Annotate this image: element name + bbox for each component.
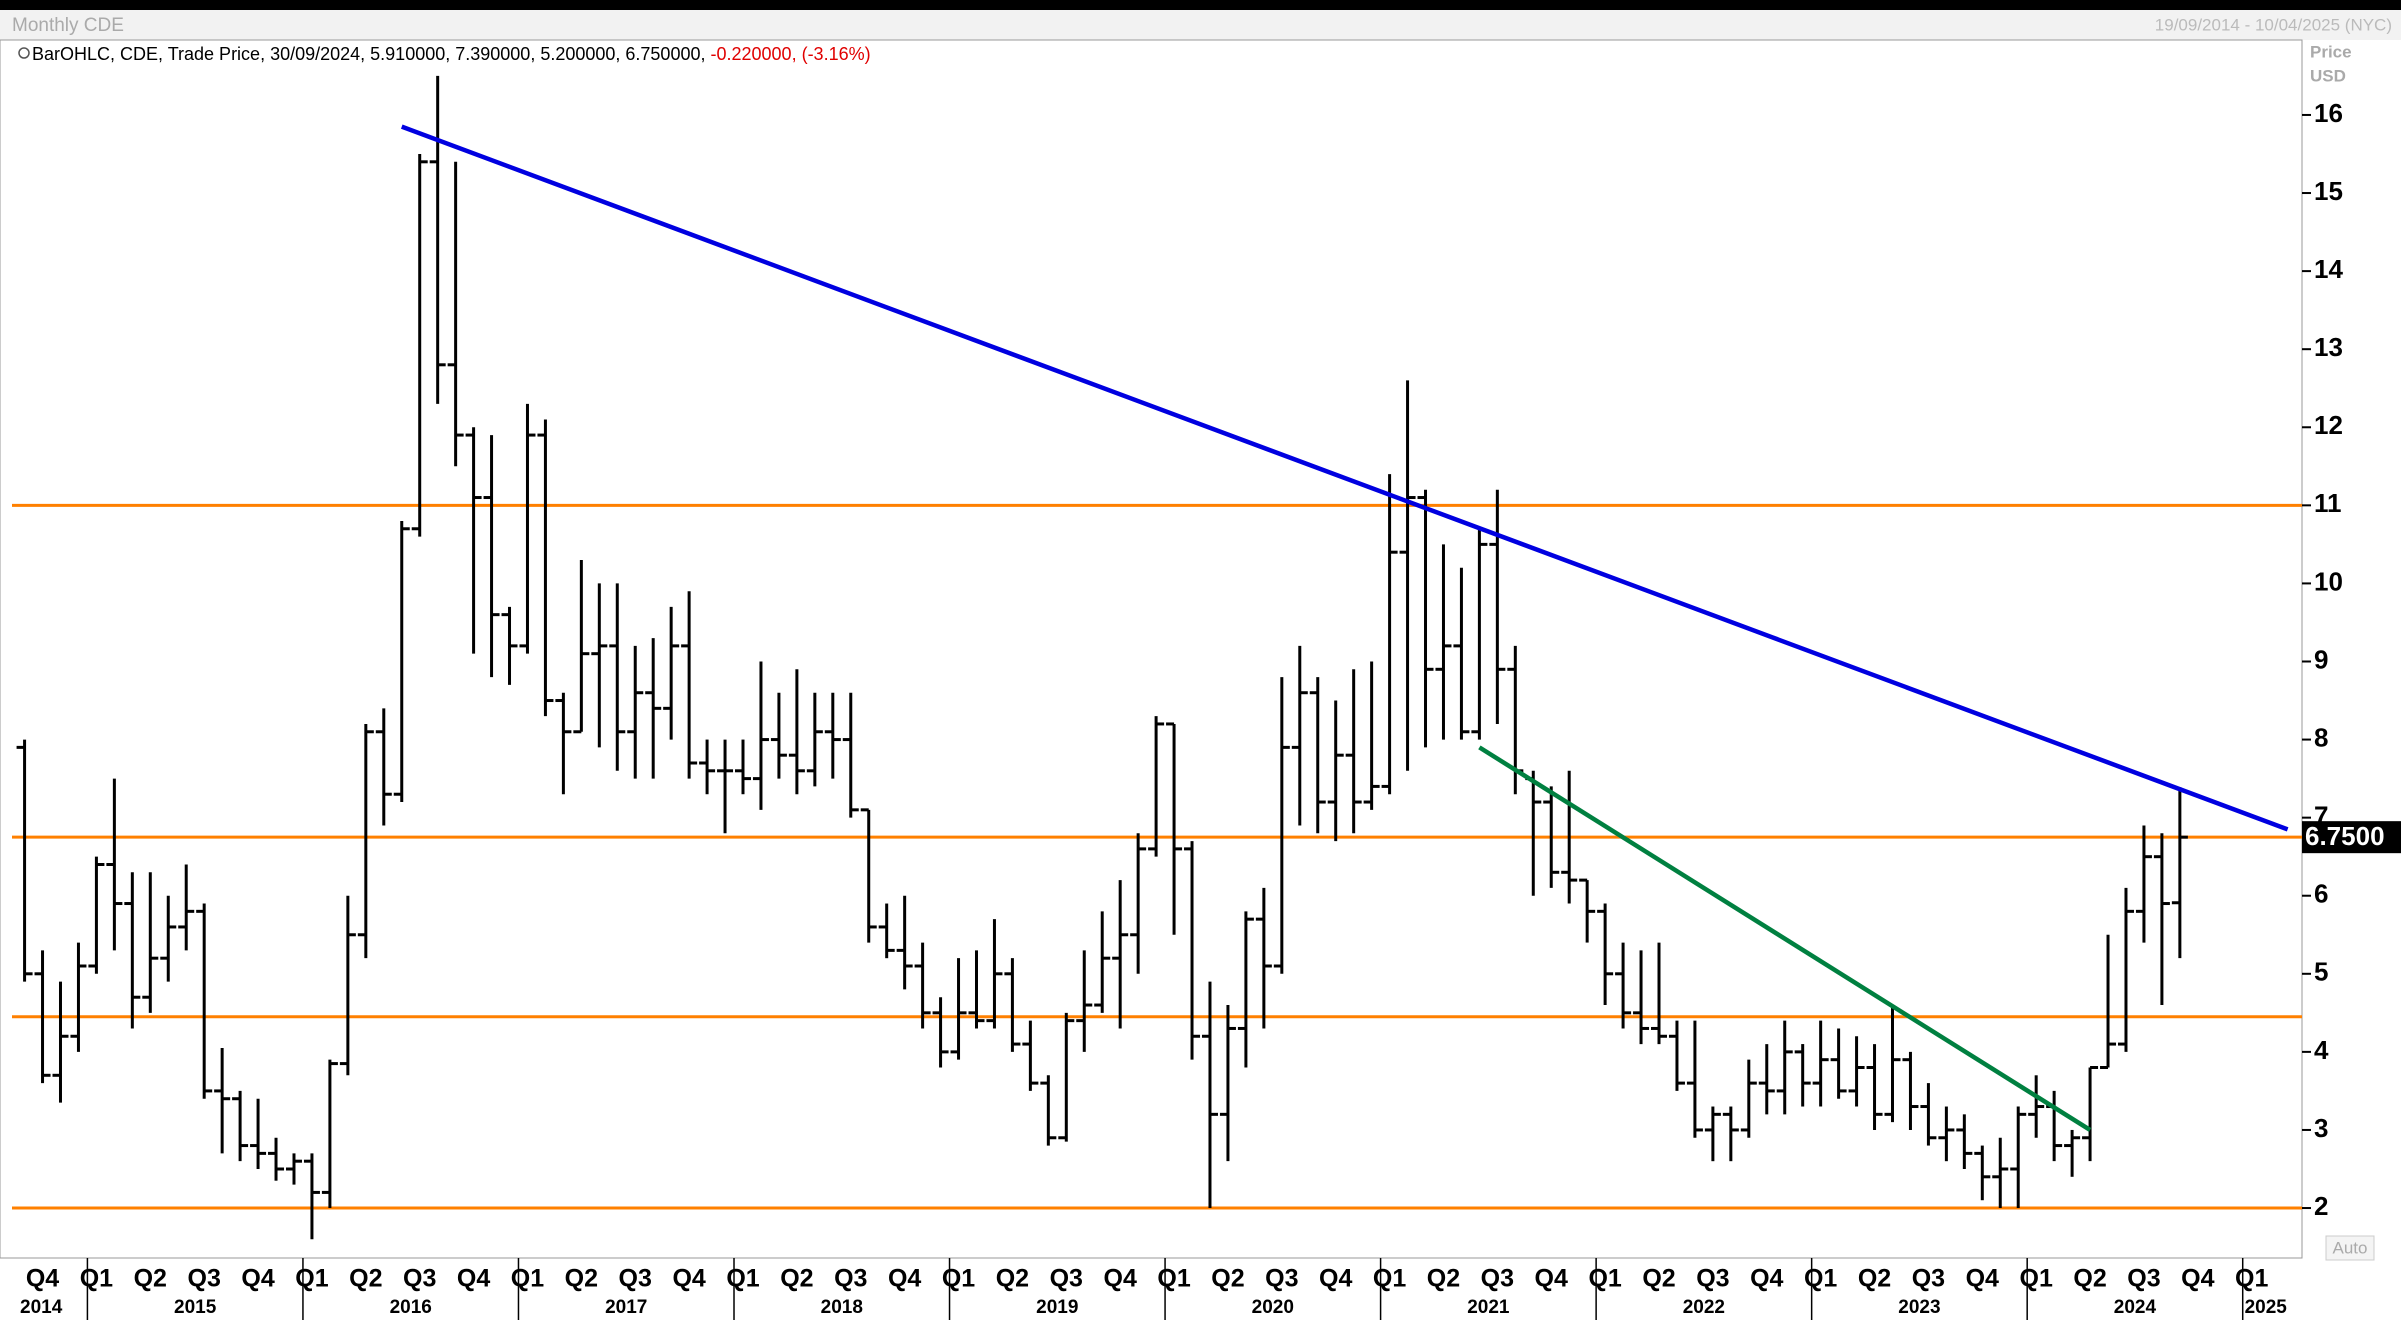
x-tick-label: Q1 bbox=[1804, 1265, 1837, 1293]
year-label: 2020 bbox=[1252, 1297, 1294, 1318]
date-range: 19/09/2014 - 10/04/2025 (NYC) bbox=[2155, 15, 2392, 34]
x-tick-label: Q3 bbox=[1265, 1265, 1298, 1293]
x-tick-label: Q3 bbox=[1481, 1265, 1514, 1293]
x-tick-label: Q2 bbox=[780, 1265, 813, 1293]
y-tick-label: 9 bbox=[2314, 644, 2328, 674]
x-tick-label: Q2 bbox=[1211, 1265, 1244, 1293]
y-tick-label: 3 bbox=[2314, 1113, 2328, 1143]
plot-area bbox=[0, 39, 2303, 1259]
y-axis-unit: USD bbox=[2310, 66, 2346, 85]
trendline bbox=[1478, 745, 2092, 1132]
x-tick-label: Q2 bbox=[1858, 1265, 1891, 1293]
y-tick-label: 11 bbox=[2314, 488, 2342, 518]
x-tick-label: Q4 bbox=[2181, 1265, 2214, 1293]
x-tick-label: Q4 bbox=[1104, 1265, 1137, 1293]
scale-mode-box[interactable] bbox=[2325, 1235, 2375, 1261]
year-label: 2021 bbox=[1467, 1297, 1510, 1318]
year-label: 2024 bbox=[2114, 1297, 2157, 1318]
chart-title: Monthly CDE bbox=[12, 15, 124, 36]
year-label: 2022 bbox=[1683, 1297, 1725, 1318]
x-tick-label: Q1 bbox=[942, 1265, 975, 1293]
x-tick-label: Q4 bbox=[1319, 1265, 1352, 1293]
x-tick-label: Q2 bbox=[349, 1265, 382, 1293]
legend-change: -0.220000, (-3.16%) bbox=[711, 44, 871, 64]
y-tick-label: 15 bbox=[2314, 176, 2343, 206]
y-tick-label: 2 bbox=[2314, 1191, 2328, 1221]
year-label: 2016 bbox=[390, 1297, 432, 1318]
x-tick-label: Q3 bbox=[834, 1265, 867, 1293]
x-tick-label: Q3 bbox=[1912, 1265, 1945, 1293]
y-tick-label: 16 bbox=[2314, 98, 2343, 128]
year-label: 2025 bbox=[2245, 1297, 2288, 1318]
y-axis-label: Price bbox=[2310, 42, 2352, 61]
year-label: 2014 bbox=[20, 1297, 63, 1318]
legend-icon bbox=[18, 47, 30, 59]
scale-mode[interactable]: Auto bbox=[2333, 1238, 2368, 1257]
y-tick-label: 10 bbox=[2314, 566, 2343, 596]
last-price-label: 6.7500 bbox=[2305, 821, 2385, 851]
x-tick-label: Q3 bbox=[188, 1265, 221, 1293]
x-tick-label: Q2 bbox=[134, 1265, 167, 1293]
year-label: 2015 bbox=[174, 1297, 217, 1318]
x-tick-label: Q3 bbox=[1696, 1265, 1729, 1293]
x-tick-label: Q1 bbox=[1373, 1265, 1406, 1293]
trendline bbox=[400, 124, 2289, 832]
year-label: 2019 bbox=[1036, 1297, 1078, 1318]
x-tick-label: Q3 bbox=[619, 1265, 652, 1293]
y-tick-label: 12 bbox=[2314, 410, 2343, 440]
last-price-box bbox=[2302, 821, 2401, 854]
legend: BarOHLC, CDE, Trade Price, 30/09/2024, 5… bbox=[32, 44, 871, 64]
x-tick-label: Q2 bbox=[996, 1265, 1029, 1293]
y-tick-label: 8 bbox=[2314, 722, 2328, 752]
year-label: 2018 bbox=[821, 1297, 863, 1318]
y-tick-label: 6 bbox=[2314, 879, 2328, 909]
x-tick-label: Q1 bbox=[1157, 1265, 1190, 1293]
y-tick-label: 13 bbox=[2314, 332, 2343, 362]
legend-text: BarOHLC, CDE, Trade Price, 30/09/2024, 5… bbox=[32, 44, 705, 64]
x-tick-label: Q4 bbox=[241, 1265, 274, 1293]
x-tick-label: Q3 bbox=[2127, 1265, 2160, 1293]
year-label: 2017 bbox=[605, 1297, 647, 1318]
x-tick-label: Q4 bbox=[1966, 1265, 1999, 1293]
x-tick-label: Q2 bbox=[1427, 1265, 1460, 1293]
year-label: 2023 bbox=[1898, 1297, 1940, 1318]
x-tick-label: Q2 bbox=[1642, 1265, 1675, 1293]
y-tick-label: 14 bbox=[2314, 254, 2343, 284]
x-tick-label: Q1 bbox=[2235, 1265, 2268, 1293]
x-tick-label: Q3 bbox=[1050, 1265, 1083, 1293]
x-tick-label: Q2 bbox=[565, 1265, 598, 1293]
x-tick-label: Q1 bbox=[2020, 1265, 2053, 1293]
x-tick-label: Q1 bbox=[511, 1265, 544, 1293]
y-tick-label: 5 bbox=[2314, 957, 2328, 987]
header-bar bbox=[0, 10, 2401, 40]
x-tick-label: Q1 bbox=[80, 1265, 113, 1293]
y-tick-label: 4 bbox=[2314, 1035, 2329, 1065]
x-tick-label: Q2 bbox=[2073, 1265, 2106, 1293]
x-tick-label: Q4 bbox=[672, 1265, 705, 1293]
x-tick-label: Q3 bbox=[403, 1265, 436, 1293]
x-tick-label: Q1 bbox=[726, 1265, 759, 1293]
x-tick-label: Q4 bbox=[1750, 1265, 1783, 1293]
x-tick-label: Q4 bbox=[1535, 1265, 1568, 1293]
top-strip bbox=[0, 0, 2401, 10]
x-tick-label: Q1 bbox=[295, 1265, 328, 1293]
x-tick-label: Q4 bbox=[26, 1265, 59, 1293]
x-tick-label: Q1 bbox=[1588, 1265, 1621, 1293]
x-tick-label: Q4 bbox=[457, 1265, 490, 1293]
x-tick-label: Q4 bbox=[888, 1265, 921, 1293]
